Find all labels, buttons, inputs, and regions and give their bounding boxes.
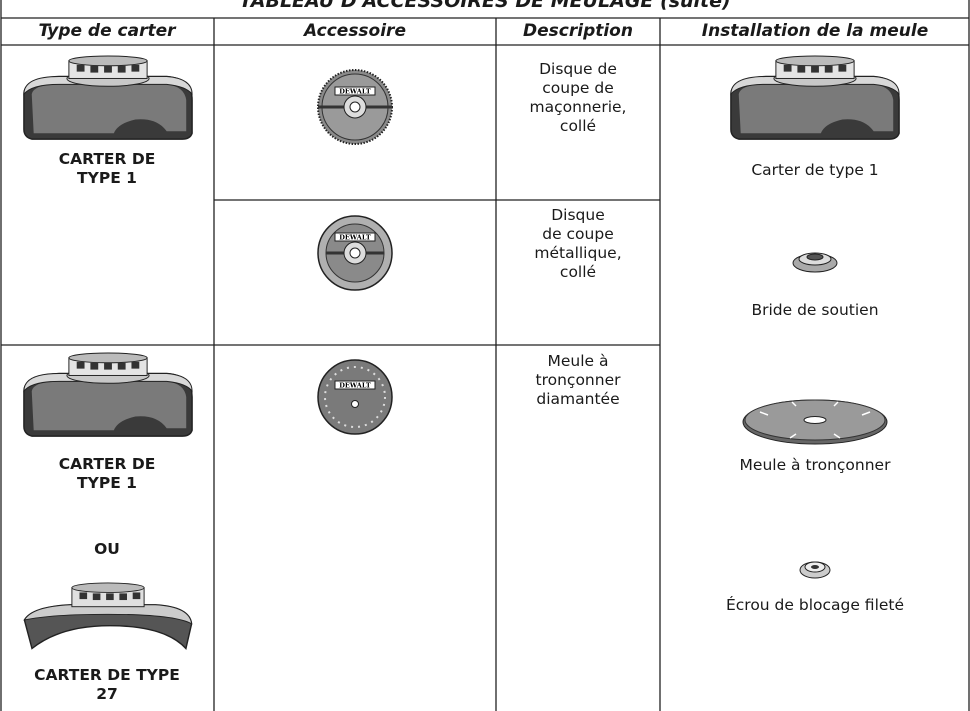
column-header: Installation de la meule [701,21,929,41]
guard-image [730,55,900,140]
flange-image [792,252,838,273]
guard-caption: CARTER DE TYPE 1 [58,150,156,187]
nut-image [799,561,831,579]
guard-caption: CARTER DE TYPE 27 [34,666,180,703]
installation-label: Écrou de blocage fileté [725,596,905,614]
column-header: Accessoire [304,21,406,41]
description: Meule à tronçonner diamantée [535,352,621,408]
table-title: TABLEAU D'ACCESSOIRES DE MEULAGE (suite) [239,0,731,12]
description: Disque de coupe de maçonnerie, collé [529,60,627,135]
column-header: Description [523,21,633,41]
disc-image [317,359,393,435]
guard-image [23,582,193,650]
guard-image [23,55,193,140]
guard-caption: OU [94,540,120,558]
installation-label: Meule à tronçonner [739,456,891,474]
guard-caption: CARTER DE TYPE 1 [58,455,156,492]
disc-image [317,215,393,291]
guard-image [23,352,193,437]
diamond-disc-image [742,399,888,445]
column-header: Type de carter [38,21,176,41]
installation-label: Bride de soutien [751,301,879,319]
installation-label: Carter de type 1 [751,161,879,179]
disc-image [317,69,393,145]
description: Disque de coupe métallique, collé [534,206,622,281]
